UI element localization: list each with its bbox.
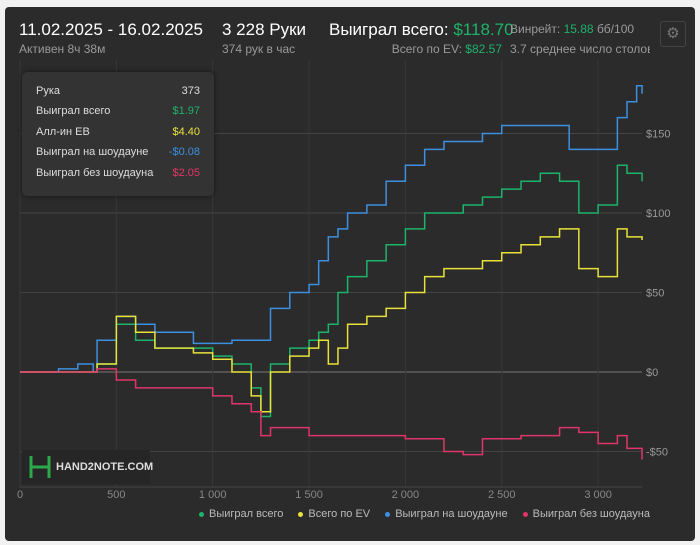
legend-label: Всего по EV bbox=[308, 508, 371, 520]
y-tick-label: $0 bbox=[646, 367, 658, 379]
won-total: Выиграл всего: $118.70 bbox=[329, 20, 514, 40]
avg-tables: 3.7 среднее число столов bbox=[510, 42, 650, 56]
ev-value: $82.57 bbox=[465, 42, 502, 56]
tooltip-row: Выиграл на шоудауне -$0.08 bbox=[36, 146, 200, 160]
x-tick-label: 1 500 bbox=[295, 489, 323, 501]
x-tick-label: 3 000 bbox=[584, 489, 612, 501]
y-tick-label: $50 bbox=[646, 288, 664, 300]
tooltip-label: Выиграл на шоудауне bbox=[36, 146, 149, 158]
legend-label: Выиграл на шоудауне bbox=[395, 508, 508, 520]
x-tick-label: 2 500 bbox=[488, 489, 516, 501]
tooltip-label: Рука bbox=[36, 85, 61, 97]
ev-label: Всего по EV: bbox=[391, 42, 462, 56]
x-tick-label: 500 bbox=[107, 489, 125, 501]
tooltip-row: Рука 373 bbox=[36, 85, 200, 99]
logo-text: HAND2NOTE.COM bbox=[56, 461, 154, 473]
logo: HAND2NOTE.COM bbox=[22, 450, 154, 484]
active-time: Активен 8ч 38м bbox=[19, 42, 106, 56]
winrate: Винрейт: 15.88 бб/100 bbox=[510, 22, 634, 36]
y-tick-label: -$50 bbox=[646, 447, 668, 459]
tooltip-value: $1.97 bbox=[172, 105, 200, 117]
winrate-value: 15.88 bbox=[563, 22, 594, 36]
tooltip-value: $2.05 bbox=[172, 167, 200, 179]
series-line bbox=[20, 228, 643, 413]
ev-total: Всего по EV: $82.57 bbox=[392, 42, 502, 56]
tooltip-row: Выиграл всего $1.97 bbox=[36, 105, 200, 119]
logo-icon bbox=[29, 456, 51, 478]
chart-legend: Выиграл всего Всего по EV Выиграл на шоу… bbox=[187, 508, 650, 520]
hands-per-hour: 374 рук в час bbox=[222, 42, 296, 56]
winrate-unit: бб/100 bbox=[596, 22, 635, 36]
tooltip-label: Алл-ин ЕВ bbox=[36, 126, 90, 138]
tooltip-value: $4.40 bbox=[172, 126, 200, 138]
x-tick-label: 1 000 bbox=[199, 489, 227, 501]
tooltip-label: Выиграл без шоудауна bbox=[36, 167, 154, 179]
x-tick-label: 2 000 bbox=[392, 489, 420, 501]
tooltip-label: Выиграл всего bbox=[36, 105, 111, 117]
y-tick-label: $100 bbox=[646, 208, 670, 220]
winrate-label: Винрейт: bbox=[510, 22, 561, 36]
won-total-label: Выиграл всего: bbox=[329, 20, 449, 39]
series-line bbox=[20, 368, 643, 460]
tooltip-row: Алл-ин ЕВ $4.40 bbox=[36, 126, 200, 140]
legend-item[interactable]: Выиграл всего bbox=[199, 508, 283, 520]
legend-item[interactable]: Выиграл без шоудауна bbox=[522, 508, 650, 520]
legend-item[interactable]: Всего по EV bbox=[298, 508, 370, 520]
series-line bbox=[20, 164, 643, 418]
x-tick-label: 0 bbox=[17, 489, 23, 501]
tooltip-value: 373 bbox=[181, 85, 200, 97]
legend-label: Выиграл всего bbox=[209, 508, 284, 520]
gear-icon[interactable]: ⚙ bbox=[660, 21, 686, 47]
won-total-value: $118.70 bbox=[453, 20, 514, 39]
hand-tooltip: Рука 373 Выиграл всего $1.97 Алл-ин ЕВ $4.4… bbox=[22, 72, 214, 196]
hands-count: 3 228 Руки bbox=[222, 20, 307, 39]
tooltip-value: -$0.08 bbox=[168, 146, 200, 158]
date-range: 11.02.2025 - 16.02.2025 bbox=[19, 20, 204, 39]
legend-label: Выиграл без шоудауна bbox=[532, 508, 650, 520]
legend-item[interactable]: Выиграл на шоудауне bbox=[385, 508, 508, 520]
tooltip-row: Выиграл без шоудауна $2.05 bbox=[36, 167, 200, 181]
y-tick-label: $150 bbox=[646, 129, 670, 141]
